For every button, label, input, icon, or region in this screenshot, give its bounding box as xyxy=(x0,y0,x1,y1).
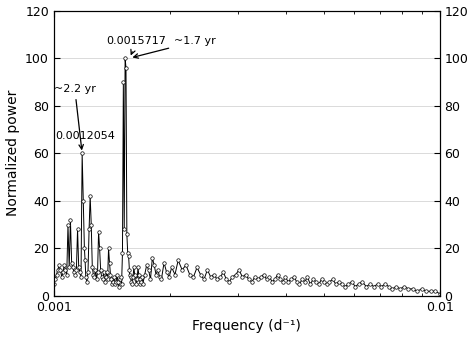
Y-axis label: Normalized power: Normalized power xyxy=(6,90,19,217)
Text: ~1.7 yr: ~1.7 yr xyxy=(134,37,216,58)
Text: ~2.2 yr: ~2.2 yr xyxy=(54,84,96,149)
X-axis label: Frequency (d⁻¹): Frequency (d⁻¹) xyxy=(192,319,301,334)
Text: 0.0012054: 0.0012054 xyxy=(55,132,115,141)
Text: 0.0015717: 0.0015717 xyxy=(107,37,166,54)
